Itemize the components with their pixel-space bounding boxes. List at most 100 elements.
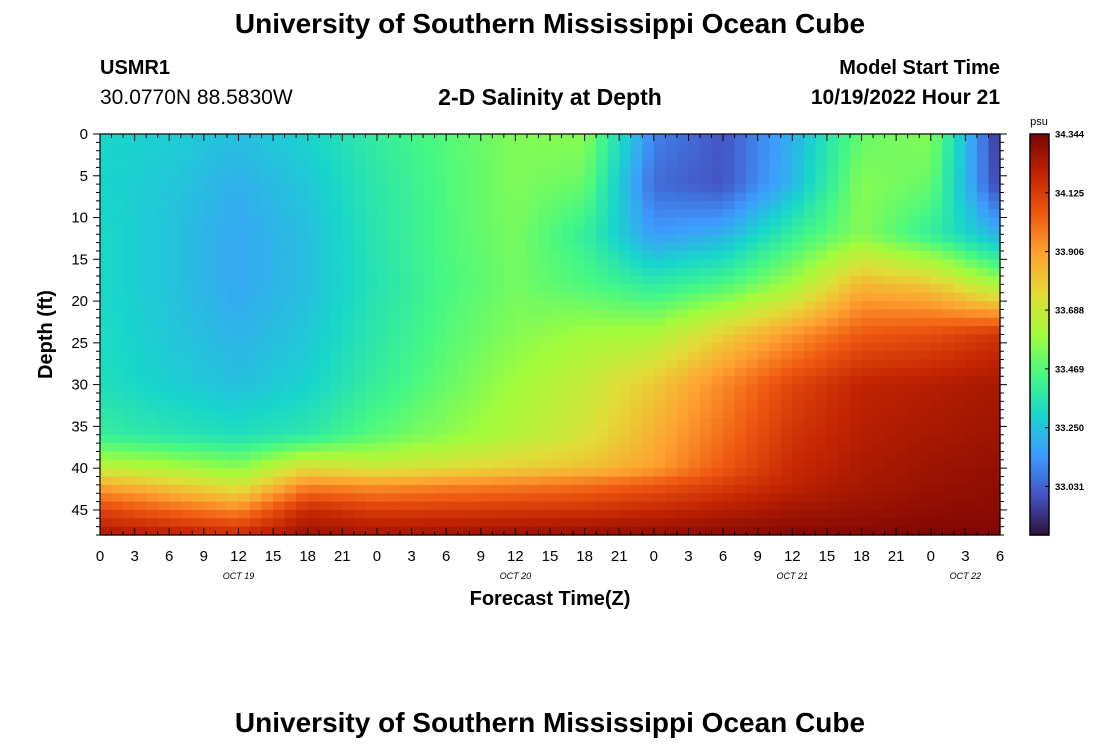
heatmap-cell: [976, 509, 990, 519]
heatmap-cell: [365, 159, 378, 169]
heatmap-cell: [273, 234, 286, 244]
heatmap-cell: [953, 351, 966, 361]
heatmap-cell: [803, 359, 816, 369]
colorbar-swatch: [1030, 401, 1049, 406]
heatmap-cell: [203, 234, 216, 244]
heatmap-cell: [296, 209, 309, 219]
heatmap-cell: [365, 434, 378, 444]
heatmap-cell: [342, 359, 355, 369]
heatmap-cell: [319, 367, 332, 377]
heatmap-cell: [100, 200, 113, 210]
heatmap-cell: [688, 384, 701, 394]
heatmap-cell: [446, 209, 459, 219]
heatmap-cell: [434, 209, 447, 219]
heatmap-cell: [861, 359, 874, 369]
heatmap-cell: [711, 392, 724, 402]
heatmap-cell: [757, 509, 770, 519]
heatmap-cell: [826, 142, 840, 152]
heatmap-cell: [123, 159, 136, 169]
heatmap-cell: [584, 484, 597, 494]
heatmap-cell: [550, 159, 563, 169]
heatmap-cell: [803, 267, 816, 277]
heatmap-cell: [388, 184, 401, 194]
heatmap-cell: [769, 242, 782, 252]
heatmap-cell: [965, 451, 978, 461]
heatmap-cell: [446, 134, 459, 143]
heatmap-cell: [942, 184, 955, 194]
heatmap-cell: [688, 175, 701, 185]
heatmap-cell: [123, 434, 136, 444]
heatmap-cell: [411, 309, 424, 319]
heatmap-cell: [907, 501, 920, 511]
heatmap-cell: [642, 184, 655, 194]
heatmap-cell: [826, 451, 840, 461]
heatmap-cell: [111, 259, 124, 269]
colorbar-swatch: [1030, 217, 1049, 222]
heatmap-cell: [780, 134, 793, 143]
heatmap-cell: [526, 209, 540, 219]
heatmap-cell: [619, 217, 632, 227]
heatmap-cell: [723, 476, 736, 486]
colorbar-swatch: [1030, 184, 1049, 189]
heatmap-cell: [757, 326, 770, 336]
heatmap-cell: [676, 242, 690, 252]
heatmap-cell: [734, 443, 747, 453]
heatmap-cell: [446, 276, 459, 285]
heatmap-cell: [376, 276, 390, 285]
heatmap-cell: [792, 326, 805, 336]
day-label: OCT 22: [950, 571, 982, 581]
heatmap-cell: [192, 334, 205, 344]
heatmap-cell: [480, 292, 493, 302]
heatmap-cell: [215, 384, 228, 394]
heatmap-cell: [342, 468, 355, 478]
heatmap-cell: [423, 501, 436, 511]
heatmap-cell: [619, 351, 632, 361]
heatmap-cell: [434, 493, 447, 503]
heatmap-cell: [584, 526, 597, 536]
heatmap-cell: [515, 392, 528, 402]
heatmap-cell: [607, 200, 620, 210]
heatmap-cell: [342, 259, 355, 269]
heatmap-cell: [134, 334, 147, 344]
heatmap-cell: [480, 351, 493, 361]
heatmap-cell: [307, 401, 320, 411]
heatmap-cell: [180, 518, 193, 528]
heatmap-cell: [861, 259, 874, 269]
heatmap-cell: [238, 476, 251, 486]
colorbar-swatch: [1030, 311, 1049, 316]
heatmap-cell: [203, 476, 216, 486]
heatmap-cell: [780, 301, 793, 311]
heatmap-cell: [561, 468, 574, 478]
heatmap-cell: [342, 276, 355, 285]
colorbar-swatch: [1030, 444, 1049, 449]
colorbar-swatch: [1030, 327, 1049, 332]
heatmap-cell: [157, 242, 170, 252]
heatmap-cell: [388, 384, 401, 394]
heatmap-cell: [619, 376, 632, 386]
heatmap-cell: [653, 459, 666, 469]
heatmap-cell: [169, 451, 182, 461]
heatmap-cell: [976, 493, 990, 503]
colorbar-tick-label: 33.906: [1055, 247, 1084, 258]
heatmap-cell: [411, 292, 424, 302]
heatmap-cell: [123, 409, 136, 419]
heatmap-cell: [907, 159, 920, 169]
heatmap-cell: [226, 292, 240, 302]
heatmap-cell: [584, 493, 597, 503]
heatmap-cell: [353, 509, 366, 519]
heatmap-cell: [215, 401, 228, 411]
heatmap-cell: [665, 184, 678, 194]
heatmap-cell: [342, 367, 355, 377]
heatmap-cell: [192, 326, 205, 336]
heatmap-cell: [803, 434, 816, 444]
heatmap-cell: [561, 276, 574, 285]
heatmap-cell: [296, 175, 309, 185]
heatmap-cell: [630, 434, 643, 444]
heatmap-cell: [711, 384, 724, 394]
heatmap-cell: [896, 250, 909, 260]
heatmap-cell: [619, 359, 632, 369]
heatmap-cell: [676, 451, 690, 461]
heatmap-cell: [284, 376, 297, 386]
heatmap-cell: [965, 326, 978, 336]
heatmap-cell: [100, 501, 113, 511]
